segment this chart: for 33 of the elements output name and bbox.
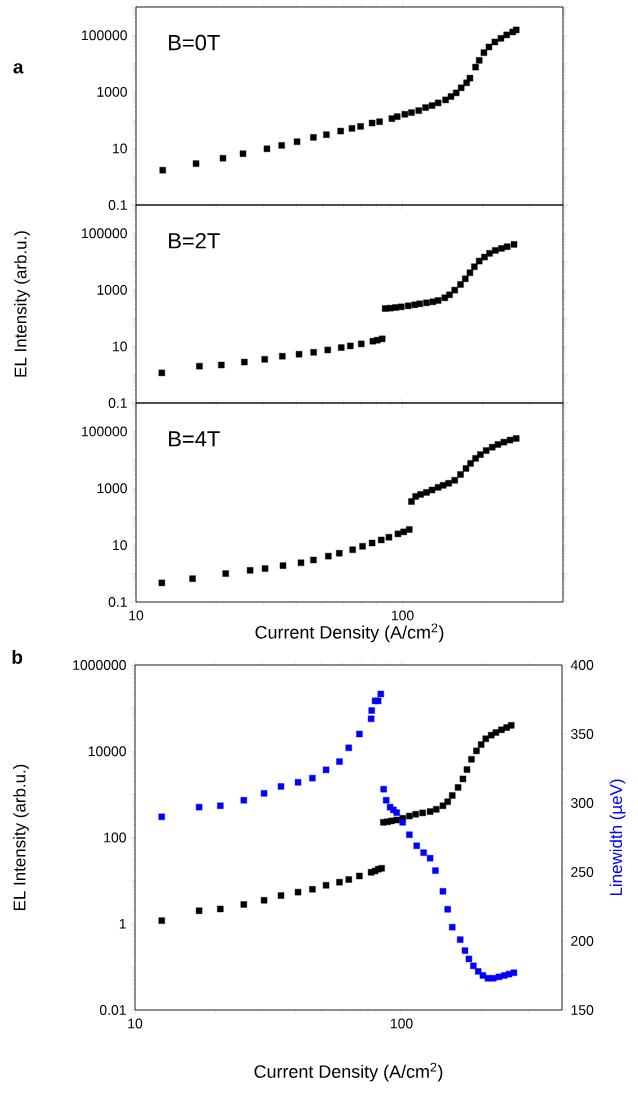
y2-tick-label: 150	[571, 1005, 594, 1015]
y2-tick-label: 400	[570, 660, 594, 670]
y-tick-label: 100000	[82, 30, 127, 41]
y-axis-title: EL Intensity (arb.u.)	[13, 764, 29, 910]
y-tick-label: 1	[119, 918, 126, 929]
y-tick-label: 10	[113, 341, 127, 352]
chart-title: b	[12, 650, 23, 664]
y-tick-label: 100000	[82, 426, 127, 437]
y-tick-label: 1000000	[73, 660, 126, 670]
y-tick-label: 0.1	[108, 597, 127, 607]
y-tick-label: 1000	[97, 483, 127, 494]
annotation: B=2T	[169, 232, 220, 249]
y-tick-label: 10	[113, 540, 127, 551]
y2-tick-label: 250	[571, 867, 594, 877]
x-axis-title: Current Density (A/cm$^{2}$)	[254, 1062, 443, 1082]
y-tick-label: 10000	[88, 746, 126, 757]
x-axis-title: Current Density (A/cm$^{2}$)	[255, 623, 444, 643]
y-tick-label: 0.01	[99, 1005, 126, 1015]
annotation: B=4T	[169, 431, 220, 447]
y-tick-label: 100	[104, 832, 126, 843]
text: a	[13, 63, 24, 74]
y2-tick-label: 300	[571, 798, 594, 808]
y2-axis-title: Linewidth (µeV)	[609, 779, 626, 896]
y-axis-title: EL Intensity (arb.u.)	[14, 231, 30, 377]
y-tick-label: 1000	[97, 86, 127, 97]
y-tick-label: 100000	[82, 228, 127, 239]
y2-tick-label: 200	[571, 936, 594, 946]
y-tick-label: 10	[113, 143, 127, 154]
y-tick-label: 0.1	[108, 200, 127, 210]
y2-tick-label: 350	[571, 729, 594, 739]
y-tick-label: 1000	[97, 284, 127, 295]
y-tick-label: 0.1	[108, 398, 127, 408]
annotation: B=0T	[169, 34, 220, 51]
